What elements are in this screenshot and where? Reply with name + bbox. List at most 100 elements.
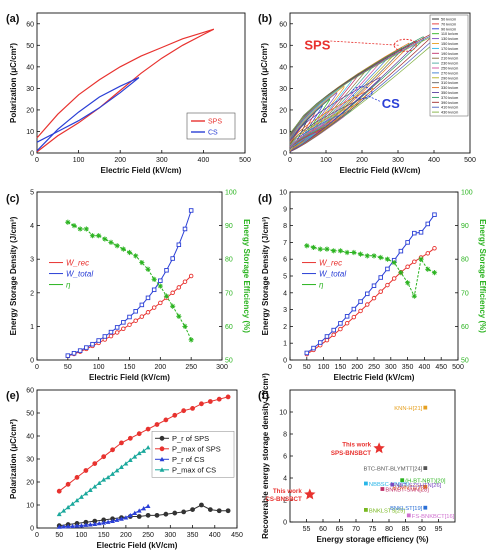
y-tick-label: 2 bbox=[283, 498, 287, 505]
data-point bbox=[163, 417, 169, 423]
data-point bbox=[65, 353, 71, 358]
data-point bbox=[70, 501, 75, 506]
data-point bbox=[384, 256, 391, 262]
data-point bbox=[378, 275, 383, 280]
y-tick-label: 0 bbox=[30, 526, 34, 533]
data-point bbox=[133, 318, 138, 323]
data-point bbox=[145, 295, 151, 301]
data-point bbox=[119, 440, 124, 446]
x-tick-label: 0 bbox=[35, 157, 39, 164]
data-point bbox=[96, 338, 101, 343]
data-point bbox=[77, 226, 83, 232]
scatter-point bbox=[423, 505, 428, 510]
data-point bbox=[311, 345, 316, 351]
data-point bbox=[119, 516, 124, 521]
scatter-point bbox=[380, 487, 385, 491]
x-tick-label: 500 bbox=[239, 157, 251, 164]
data-point bbox=[56, 488, 62, 494]
data-point bbox=[65, 523, 71, 529]
scatter-point bbox=[390, 482, 395, 487]
legend-entry: P_max of SPS bbox=[172, 444, 221, 453]
data-point bbox=[126, 249, 133, 256]
data-point bbox=[190, 406, 195, 411]
data-point bbox=[121, 320, 126, 325]
x-tick-label: 200 bbox=[120, 532, 132, 539]
legend-entry: 210 kv/cm bbox=[441, 57, 458, 61]
panel-label-a: (a) bbox=[6, 13, 20, 25]
y-tick-label: 10 bbox=[279, 129, 287, 136]
data-point bbox=[151, 305, 157, 310]
data-point bbox=[324, 334, 330, 339]
data-point bbox=[405, 280, 411, 286]
data-point bbox=[92, 484, 98, 489]
x-tick-label: 50 bbox=[303, 364, 311, 371]
data-point bbox=[136, 508, 142, 513]
y-tick-label: 20 bbox=[26, 480, 34, 487]
data-point bbox=[158, 300, 163, 306]
x-tick-label: 300 bbox=[156, 157, 168, 164]
scatter-point bbox=[423, 484, 428, 489]
data-point bbox=[61, 508, 67, 513]
data-point bbox=[101, 477, 107, 482]
x-tick-label: 100 bbox=[320, 157, 332, 164]
y-tick-label: 0 bbox=[30, 358, 34, 365]
x-axis-label: Electric Field (kV/cm) bbox=[101, 166, 182, 175]
data-point bbox=[141, 448, 147, 453]
x-tick-label: 60 bbox=[319, 526, 327, 533]
data-point bbox=[425, 251, 431, 256]
data-point bbox=[172, 510, 178, 516]
data-point bbox=[418, 256, 424, 262]
y-axis-label: Polarization (μC/cm²) bbox=[260, 43, 269, 123]
data-point bbox=[425, 266, 431, 272]
x-tick-label: 300 bbox=[216, 364, 228, 371]
legend-entry: 50 kv/cm bbox=[441, 18, 456, 22]
data-point bbox=[190, 507, 195, 513]
chart-d: 0 50 100 150 200 250 300 350 400 450 500 0 1 2 3 4 5 6 7 8 9… bbox=[261, 190, 487, 383]
chart-c: 0 50 100 150 200 250 300 0 1 2 3 4 5 Electric Field (… bbox=[9, 190, 251, 383]
y-tick-label: 50 bbox=[26, 411, 34, 418]
y2-tick-label: 60 bbox=[225, 324, 233, 331]
data-point bbox=[364, 253, 370, 259]
x-tick-label: 55 bbox=[303, 526, 311, 533]
x-axis-label: Electric Field (kV/cm) bbox=[89, 373, 170, 382]
x-tick-label: 400 bbox=[198, 157, 210, 164]
data-point bbox=[127, 457, 133, 463]
data-point bbox=[172, 412, 178, 418]
data-point bbox=[344, 320, 350, 326]
annotation-arrow bbox=[330, 40, 400, 46]
data-point bbox=[110, 518, 115, 523]
data-point bbox=[357, 251, 364, 257]
data-point bbox=[176, 313, 182, 319]
data-point bbox=[127, 322, 132, 327]
x-tick-label: 200 bbox=[351, 364, 363, 371]
y-tick-label: 60 bbox=[26, 388, 34, 395]
x-tick-label: 50 bbox=[64, 364, 72, 371]
legend-entry: 390 kv/cm bbox=[441, 101, 458, 105]
legend-entry: 350 kv/cm bbox=[441, 91, 458, 95]
data-point bbox=[56, 524, 62, 529]
y-tick-label: 2 bbox=[30, 290, 34, 297]
data-point bbox=[83, 468, 89, 473]
data-point bbox=[324, 337, 330, 343]
point-label: SPS-BNSBCT bbox=[331, 450, 371, 457]
y-tick-label: 1 bbox=[283, 341, 287, 348]
data-point bbox=[317, 340, 323, 345]
point-label: BZMNT[27] bbox=[393, 485, 423, 491]
x-tick-label: 500 bbox=[452, 364, 464, 371]
data-point bbox=[331, 248, 337, 254]
y-tick-label: 0 bbox=[283, 520, 287, 527]
scatter-point bbox=[406, 513, 411, 518]
data-point bbox=[405, 264, 410, 270]
y-tick-label: 0 bbox=[30, 151, 34, 158]
panel-label-b: (b) bbox=[258, 13, 272, 25]
scatter-point bbox=[364, 508, 368, 512]
data-point bbox=[371, 283, 377, 288]
x-tick-label: 100 bbox=[318, 364, 330, 371]
legend-entry: 170 kv/cm bbox=[441, 47, 458, 51]
data-point bbox=[412, 230, 417, 236]
highlight-ellipse bbox=[393, 38, 417, 52]
data-point bbox=[385, 282, 390, 288]
legend-entry: 130 kv/cm bbox=[441, 37, 458, 41]
data-point bbox=[170, 290, 175, 296]
data-point bbox=[181, 509, 187, 515]
